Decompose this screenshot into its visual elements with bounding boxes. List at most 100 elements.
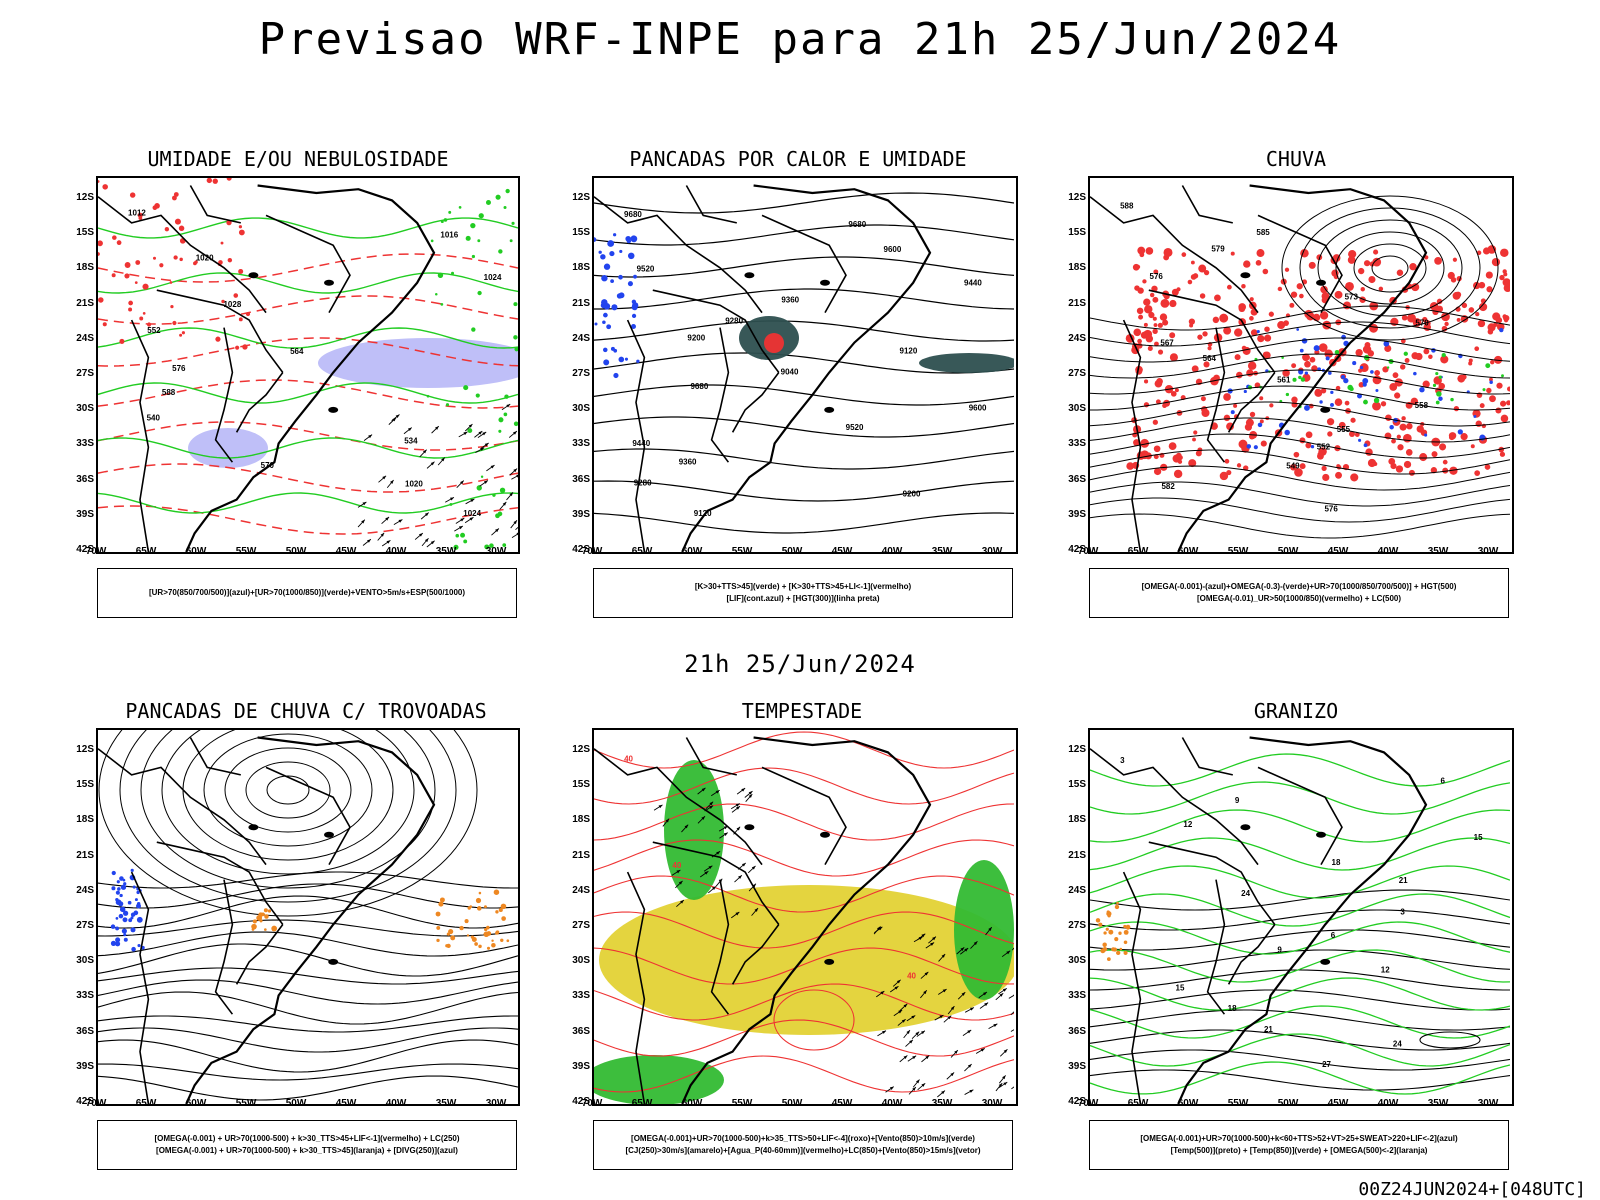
wind-vector-head bbox=[678, 880, 683, 885]
humidity-speck bbox=[218, 260, 223, 265]
humidity-speck bbox=[513, 335, 518, 340]
wind-vector-head bbox=[716, 851, 721, 855]
humidity-speck bbox=[102, 322, 107, 327]
lat-tick-label: 33S bbox=[1068, 990, 1086, 1002]
rain-speck bbox=[1358, 368, 1363, 373]
rain-speck bbox=[1419, 453, 1428, 462]
wind-vector-head bbox=[998, 1083, 1003, 1088]
thunder-speck bbox=[438, 901, 444, 907]
lat-tick-label: 30S bbox=[76, 955, 94, 967]
divergence-speck bbox=[136, 890, 140, 895]
omega-speck bbox=[1473, 414, 1477, 418]
lon-tick-label: 30W bbox=[485, 1098, 507, 1109]
thunder-speck bbox=[478, 944, 482, 949]
divergence-speck bbox=[117, 887, 121, 891]
lat-tick-label: 21S bbox=[572, 849, 590, 861]
wind-vector-head bbox=[430, 540, 435, 545]
humidity-speck bbox=[514, 346, 518, 352]
rain-speck bbox=[1226, 284, 1232, 290]
contour-line bbox=[1090, 921, 1510, 955]
wind-vector-head bbox=[912, 1087, 916, 1091]
contour-label: 9280 bbox=[634, 479, 652, 488]
streamline bbox=[161, 730, 415, 875]
legend-line: [Temp(500)](preto) + [Temp(850)](verde) … bbox=[1170, 1146, 1428, 1155]
wind-vector-head bbox=[1003, 1082, 1008, 1086]
lif-contour bbox=[611, 304, 618, 311]
humidity-speck bbox=[138, 216, 143, 220]
country-border bbox=[1206, 327, 1226, 463]
omega-speck bbox=[1383, 340, 1390, 347]
wind-vector-head bbox=[704, 871, 709, 875]
contour-line bbox=[594, 352, 1014, 374]
humidity-speck bbox=[475, 393, 480, 398]
contour-line bbox=[98, 337, 518, 367]
lat-tick-label: 30S bbox=[572, 955, 590, 967]
contour-line bbox=[1090, 949, 1510, 971]
thunder-speck bbox=[493, 889, 500, 895]
rain-speck bbox=[1188, 459, 1197, 468]
wind-vector-head bbox=[984, 1002, 989, 1007]
rain-speck bbox=[1326, 418, 1335, 426]
rain-speck bbox=[1367, 458, 1377, 468]
map-pancadas-calor: 9680 9680 9600 9520 9440 9360 9280 9200 9120 9040… bbox=[592, 176, 1018, 554]
contour-line bbox=[1090, 809, 1510, 843]
wind-vector-head bbox=[398, 519, 403, 523]
divergence-speck bbox=[122, 917, 128, 923]
wind-vector-head bbox=[1006, 950, 1011, 955]
rain-speck bbox=[1223, 326, 1232, 335]
lake bbox=[328, 958, 339, 965]
humidity-speck bbox=[194, 260, 198, 264]
wind-vector-head bbox=[680, 900, 684, 904]
contour-label: 1024 bbox=[484, 273, 502, 282]
divergence-speck bbox=[133, 910, 139, 916]
rain-speck bbox=[1439, 443, 1447, 451]
rain-speck bbox=[1498, 446, 1505, 453]
lon-tick-label: 65W bbox=[1127, 1098, 1149, 1109]
humidity-speck bbox=[502, 543, 507, 547]
omega-speck bbox=[1457, 429, 1463, 435]
wind-vector-head bbox=[407, 427, 412, 432]
rain-speck bbox=[1345, 281, 1354, 291]
wind-vector-head bbox=[930, 942, 935, 946]
humidity-speck bbox=[146, 322, 152, 327]
omega-speck bbox=[1424, 433, 1428, 437]
rain-speck bbox=[1203, 361, 1210, 368]
rain-speck bbox=[1188, 318, 1195, 325]
rain-speck bbox=[1369, 323, 1379, 333]
rain-speck bbox=[1257, 334, 1265, 343]
wind-vector-head bbox=[941, 953, 946, 958]
lon-tick-label: 30W bbox=[1477, 546, 1499, 557]
contour-line bbox=[98, 991, 518, 1025]
lon-tick-label: 65W bbox=[1127, 546, 1149, 557]
rain-speck bbox=[1153, 269, 1159, 275]
wind-vector-head bbox=[362, 501, 367, 506]
lat-tick-label: 24S bbox=[572, 884, 590, 896]
contour-label: 9360 bbox=[781, 295, 799, 304]
lat-tick-label: 12S bbox=[572, 192, 590, 203]
wind-vector-head bbox=[368, 434, 373, 439]
divergence-speck bbox=[118, 901, 124, 907]
rain-speck bbox=[1153, 323, 1158, 327]
rain-speck bbox=[1169, 332, 1176, 339]
country-border bbox=[652, 289, 780, 373]
lif-contour bbox=[601, 299, 608, 306]
lon-tick-label: 50W bbox=[285, 546, 307, 557]
divergence-speck bbox=[115, 890, 120, 895]
contour-label: 9440 bbox=[632, 439, 650, 448]
wind-vector-head bbox=[736, 806, 740, 810]
lake bbox=[1320, 406, 1331, 413]
lake bbox=[248, 272, 259, 279]
lif-contour bbox=[633, 274, 637, 279]
contour-line bbox=[1419, 1031, 1481, 1049]
thunder-speck bbox=[459, 925, 464, 931]
thunder-speck bbox=[469, 905, 473, 908]
legend-trovoadas: [OMEGA(-0.001) + UR>70(1000-500) + k>30_… bbox=[97, 1120, 517, 1170]
thunder-speck bbox=[495, 931, 499, 935]
wind-vector bbox=[1010, 1029, 1014, 1032]
lif-contour bbox=[627, 281, 633, 287]
contour-label: 588 bbox=[162, 388, 176, 397]
humidity-speck bbox=[134, 281, 138, 285]
rain-speck bbox=[1132, 263, 1140, 271]
omega-speck bbox=[1330, 390, 1334, 395]
rain-speck bbox=[1162, 319, 1169, 326]
